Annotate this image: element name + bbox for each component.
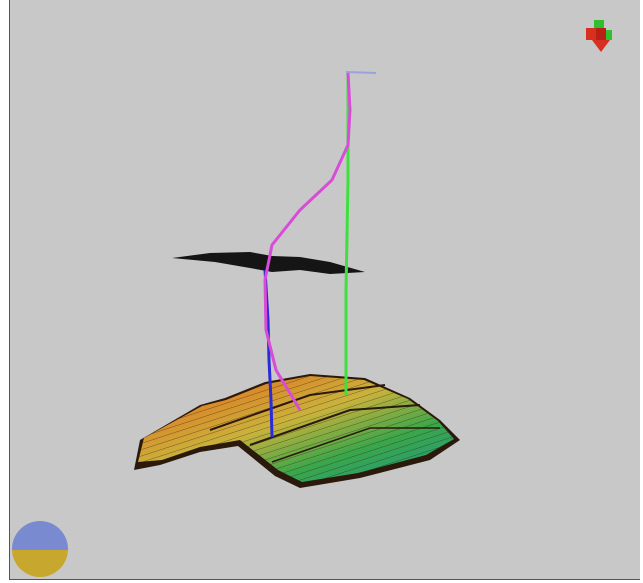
well-magenta xyxy=(263,72,352,411)
well-head-marker xyxy=(345,71,377,74)
3d-viewport[interactable] xyxy=(9,0,640,580)
reservoir-surface xyxy=(134,374,460,488)
axis-cube-icon[interactable] xyxy=(582,18,618,58)
compass-globe-icon[interactable] xyxy=(11,520,69,578)
well-green xyxy=(344,73,350,395)
3d-scene[interactable] xyxy=(10,0,640,580)
well-blue xyxy=(263,269,274,438)
